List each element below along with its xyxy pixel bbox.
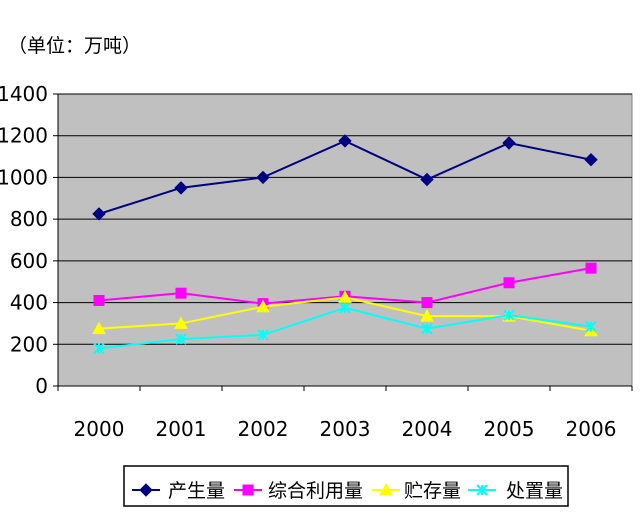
data-point: [175, 333, 187, 345]
data-point: [585, 320, 597, 333]
series-lines: [92, 134, 598, 355]
data-point: [175, 287, 187, 299]
data-point: [421, 297, 433, 309]
x-tick-label: 2003: [320, 417, 371, 441]
axes: [53, 93, 633, 391]
x-tick-label: 2004: [402, 417, 453, 441]
data-point: [256, 299, 270, 313]
data-point: [584, 152, 598, 167]
y-tick-labels: 0 200 400 600 800 1000 1200 1400: [0, 82, 48, 398]
data-point: [93, 294, 105, 306]
data-point: [503, 277, 515, 289]
data-point: [421, 322, 433, 335]
data-point: [338, 290, 352, 303]
y-tick-label: 800: [10, 207, 48, 231]
data-point: [256, 170, 270, 185]
y-tick-label: 400: [10, 291, 48, 315]
legend-marker-2: [242, 484, 254, 496]
data-point: [339, 302, 351, 314]
data-point: [585, 262, 597, 274]
data-point: [174, 181, 188, 195]
y-tick-label: 1200: [0, 124, 48, 148]
x-tick-label: 2000: [74, 417, 125, 441]
unit-label: （单位：万吨）: [8, 35, 141, 57]
legend: 产生量 综合利用量 贮存量 处置量: [123, 465, 569, 507]
legend-marker-3: [379, 482, 393, 496]
y-tick-label: 600: [10, 249, 48, 273]
data-point: [503, 309, 515, 321]
y-tick-label: 1000: [0, 165, 48, 189]
data-point: [92, 207, 106, 221]
legend-marker-4: [476, 484, 488, 496]
x-tick-label: 2006: [566, 417, 617, 441]
legend-label-3: 贮存量: [404, 480, 461, 502]
legend-box: [123, 465, 569, 507]
x-tick-label: 2001: [156, 417, 207, 441]
legend-label-4: 处置量: [506, 480, 563, 502]
data-point: [502, 136, 516, 150]
data-point: [174, 316, 188, 329]
y-tick-label: 200: [10, 332, 48, 356]
x-tick-label: 2005: [484, 417, 535, 441]
data-point: [92, 321, 106, 335]
data-point: [420, 172, 434, 187]
data-point: [257, 329, 269, 341]
y-tick-label: 1400: [0, 82, 48, 106]
y-tick-label: 0: [35, 374, 48, 398]
data-point: [338, 134, 352, 148]
legend-marker-1: [139, 483, 153, 497]
data-point: [93, 342, 105, 355]
x-tick-label: 2002: [238, 417, 289, 441]
legend-label-1: 产生量: [168, 480, 225, 502]
x-tick-labels: 2000 2001 2002 2003 2004 2005 2006: [74, 417, 617, 441]
legend-label-2: 综合利用量: [268, 480, 363, 502]
data-point: [420, 309, 434, 322]
